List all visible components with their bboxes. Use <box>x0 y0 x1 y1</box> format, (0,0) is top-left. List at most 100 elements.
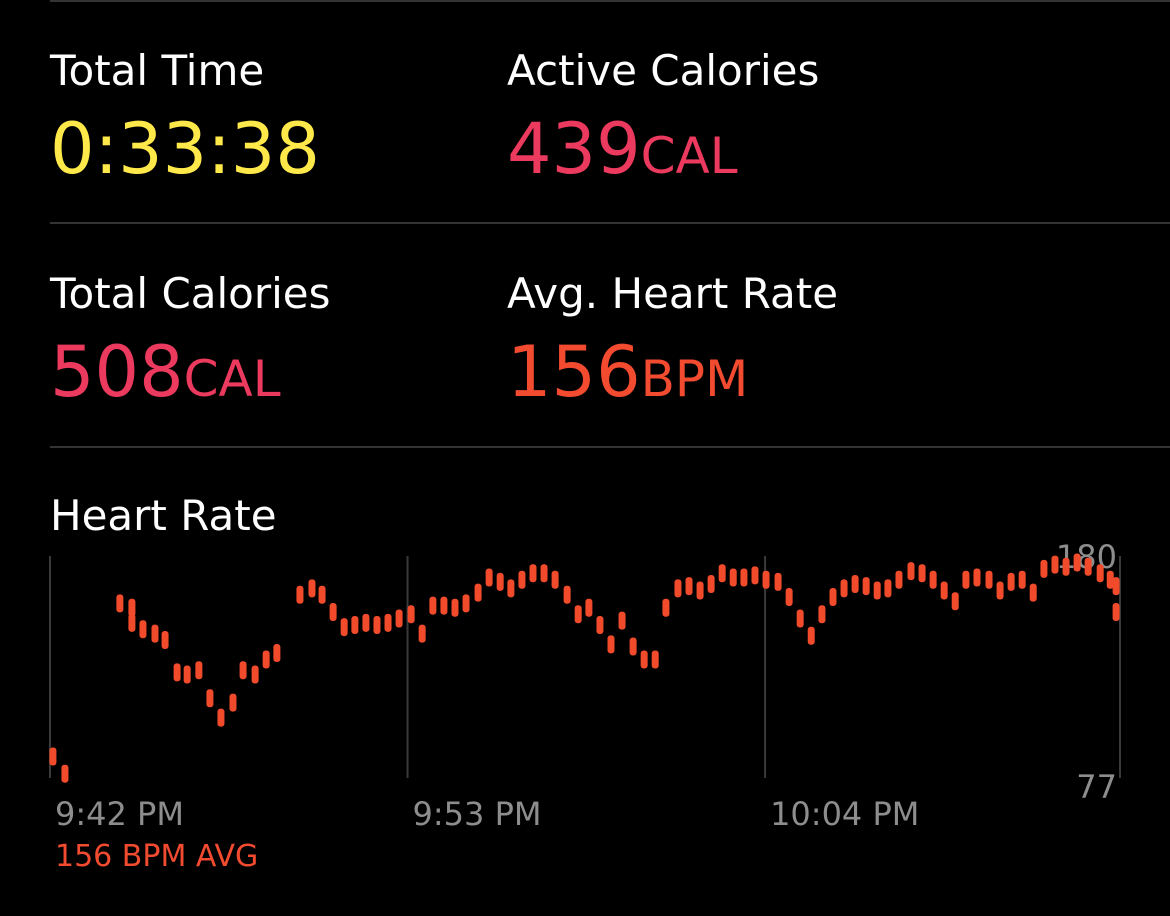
heart-rate-mark <box>551 570 559 589</box>
metric-label: Total Time <box>49 46 264 95</box>
heart-rate-mark <box>918 564 926 583</box>
heart-rate-mark <box>1112 577 1120 596</box>
heart-rate-mark <box>485 568 493 587</box>
heart-rate-mark <box>774 572 782 591</box>
heart-rate-mark <box>718 564 726 583</box>
heart-rate-mark <box>407 605 415 624</box>
heart-rate-mark <box>1018 570 1026 589</box>
heart-rate-mark <box>540 564 548 583</box>
heart-rate-mark <box>818 605 826 624</box>
unit: BPM <box>641 350 749 408</box>
heart-rate-mark <box>940 581 948 600</box>
heart-rate-mark <box>395 609 403 628</box>
heart-rate-mark <box>61 764 69 783</box>
heart-rate-mark <box>1007 572 1015 591</box>
heart-rate-mark <box>585 598 593 617</box>
heart-rate-mark <box>618 611 626 630</box>
heart-rate-mark <box>785 587 793 606</box>
heart-rate-mark <box>496 572 504 591</box>
heart-rate-mark <box>1073 553 1081 572</box>
heart-rate-mark <box>373 615 381 634</box>
heart-rate-mark <box>329 603 337 622</box>
heart-rate-mark <box>161 631 169 650</box>
heart-rate-mark <box>1062 557 1070 576</box>
metric-value: 156BPM <box>507 331 748 413</box>
metric-value: 0:33:38 <box>50 108 320 190</box>
heart-rate-mark <box>229 693 237 712</box>
metric-label: Total Calories <box>49 269 331 318</box>
heart-rate-mark <box>762 570 770 589</box>
value: 156 <box>507 331 641 413</box>
heart-rate-mark <box>973 568 981 587</box>
heart-rate-mark <box>362 613 370 632</box>
heart-rate-mark <box>474 583 482 602</box>
heart-rate-mark <box>340 618 348 637</box>
heart-rate-mark <box>1040 559 1048 578</box>
heart-rate-mark <box>418 624 426 643</box>
heart-rate-mark <box>151 624 159 643</box>
x-tick-label: 10:04 PM <box>770 795 919 833</box>
metric-value: 439CAL <box>507 108 738 190</box>
metric-value: 508CAL <box>50 331 281 413</box>
heart-rate-mark <box>707 575 715 594</box>
heart-rate-mark <box>251 665 259 684</box>
heart-rate-mark <box>429 596 437 615</box>
heart-rate-mark <box>1051 555 1059 574</box>
heart-rate-mark <box>262 650 270 669</box>
heart-rate-mark <box>685 577 693 596</box>
heart-rate-mark <box>217 708 225 727</box>
heart-rate-mark <box>662 598 670 617</box>
metric-label: Active Calories <box>507 46 819 95</box>
heart-rate-mark <box>49 747 57 766</box>
heart-rate-mark <box>507 579 515 598</box>
heart-rate-mark <box>862 577 870 596</box>
y-tick-label: 77 <box>1076 768 1117 806</box>
heart-rate-mark <box>239 661 247 680</box>
heart-rate-mark <box>729 568 737 587</box>
chart-title: Heart Rate <box>50 491 277 540</box>
heart-rate-mark <box>996 581 1004 600</box>
heart-rate-mark <box>273 643 281 662</box>
heart-rate-mark <box>696 581 704 600</box>
heart-rate-mark <box>139 620 147 639</box>
heart-rate-mark <box>895 570 903 589</box>
heart-rate-mark <box>951 592 959 611</box>
value: 439 <box>507 108 641 190</box>
heart-rate-mark <box>884 579 892 598</box>
heart-rate-mark <box>206 689 214 708</box>
heart-rate-mark <box>1106 570 1114 589</box>
heart-rate-mark <box>840 579 848 598</box>
heart-rate-mark <box>1029 583 1037 602</box>
heart-rate-mark <box>308 579 316 598</box>
annotation: 156 BPM AVG <box>55 839 258 874</box>
heart-rate-mark <box>929 570 937 589</box>
heart-rate-mark <box>318 585 326 604</box>
heart-rate-mark <box>462 594 470 613</box>
heart-rate-mark <box>796 609 804 628</box>
value: 508 <box>50 331 184 413</box>
heart-rate-mark <box>1084 557 1092 576</box>
heart-rate-mark <box>596 615 604 634</box>
heart-rate-mark <box>907 562 915 581</box>
heart-rate-mark <box>183 665 191 684</box>
x-tick-label: 9:53 PM <box>413 795 542 833</box>
heart-rate-mark <box>173 663 181 682</box>
heart-rate-mark <box>529 564 537 583</box>
x-tick-label: 9:42 PM <box>55 795 184 833</box>
heart-rate-mark <box>296 585 304 604</box>
heart-rate-mark <box>128 598 136 617</box>
heart-rate-mark <box>384 613 392 632</box>
heart-rate-mark <box>851 575 859 594</box>
heart-rate-mark <box>195 661 203 680</box>
heart-rate-mark <box>574 605 582 624</box>
heart-rate-mark <box>518 570 526 589</box>
heart-rate-mark <box>1112 603 1120 622</box>
heart-rate-mark <box>629 637 637 656</box>
heart-rate-mark <box>640 650 648 669</box>
heart-rate-mark <box>440 596 448 615</box>
heart-rate-mark <box>116 594 124 613</box>
heart-rate-mark <box>451 598 459 617</box>
heart-rate-mark <box>607 635 615 654</box>
value: 0:33:38 <box>50 108 320 190</box>
heart-rate-mark <box>674 579 682 598</box>
